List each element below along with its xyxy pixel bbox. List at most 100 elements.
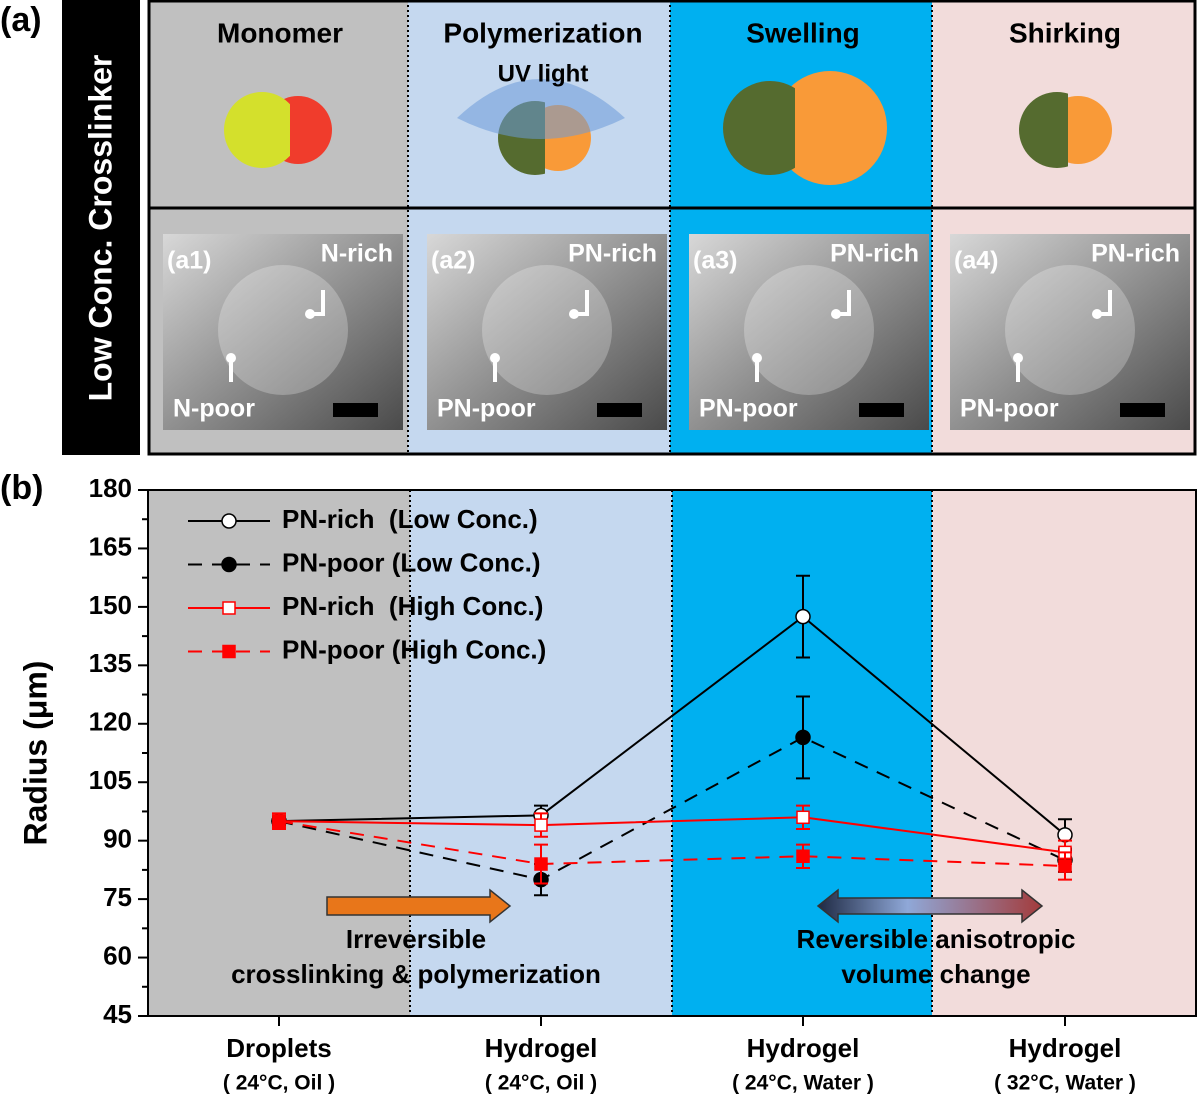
rich-dot	[831, 309, 841, 319]
x-tick-label: Hydrogel	[1009, 1033, 1122, 1063]
y-tick-label: 45	[103, 999, 132, 1029]
legend-marker	[221, 513, 237, 529]
legend-marker	[222, 601, 236, 615]
series-line	[278, 816, 1066, 854]
data-point	[796, 810, 810, 825]
x-tick-sublabel: ( 24°C, Water )	[732, 1072, 874, 1095]
legend-marker	[222, 644, 236, 659]
y-axis-label: Radius (μm)	[17, 661, 53, 846]
y-tick-label: 90	[103, 824, 132, 854]
poor-label: PN-poor	[960, 395, 1059, 423]
y-tick-label: 165	[89, 531, 132, 561]
poor-label: PN-poor	[437, 395, 536, 423]
micrograph-feature	[218, 265, 348, 395]
y-tick-label: 180	[89, 473, 132, 503]
uv-label: UV light	[498, 60, 589, 87]
annotation: Reversible anisotropic	[797, 924, 1076, 954]
micrograph-feature	[482, 265, 612, 395]
micrograph-feature	[744, 265, 874, 395]
micrograph-label: (a4)	[954, 247, 998, 275]
annotation: Irreversible	[346, 924, 486, 954]
rich-pointer	[313, 290, 325, 316]
x-tick-label: Droplets	[226, 1033, 331, 1063]
panel-label: (b)	[0, 469, 43, 507]
data-point	[795, 729, 811, 746]
row-label: Low Conc. Crosslinker	[82, 55, 118, 402]
arrow	[326, 888, 512, 924]
x-tick-sublabel: ( 24°C, Oil )	[485, 1072, 597, 1095]
x-tick-label: Hydrogel	[747, 1033, 860, 1063]
rich-pointer	[1100, 290, 1112, 316]
micrograph	[950, 234, 1190, 430]
y-tick-label: 150	[89, 590, 132, 620]
rich-dot	[305, 309, 315, 319]
row-label-box	[62, 0, 140, 455]
rich-label: PN-rich	[568, 240, 657, 268]
droplet-part	[1019, 92, 1068, 168]
data-point	[534, 818, 548, 832]
stage-band	[410, 490, 672, 1016]
rich-label: PN-rich	[830, 240, 919, 268]
x-tick-label: Hydrogel	[485, 1033, 598, 1063]
poor-dot	[1013, 353, 1023, 363]
annotation: crosslinking & polymerization	[231, 959, 601, 989]
micrograph-label: (a2)	[431, 247, 475, 275]
annotation: volume change	[841, 959, 1030, 989]
legend-label: PN-rich (Low Conc.)	[282, 504, 538, 534]
stage-title: Monomer	[217, 17, 343, 48]
scale-bar	[859, 403, 904, 417]
y-tick-label: 105	[89, 765, 132, 795]
poor-label: N-poor	[173, 395, 255, 423]
uv-beam	[457, 79, 625, 139]
poor-dot	[490, 353, 500, 363]
stage-title: Polymerization	[443, 17, 642, 48]
poor-dot	[226, 353, 236, 363]
data-point	[1058, 859, 1072, 873]
scale-bar	[333, 403, 378, 417]
legend-label: PN-poor (Low Conc.)	[282, 547, 541, 577]
droplet-part	[224, 92, 290, 168]
arrow	[816, 888, 1044, 924]
y-tick-label: 60	[103, 940, 132, 970]
micrograph-feature	[1005, 265, 1135, 395]
data-point	[795, 608, 811, 625]
data-point	[534, 857, 548, 871]
micrograph	[163, 234, 403, 430]
y-tick-label: 75	[103, 882, 132, 912]
micrograph	[427, 234, 667, 430]
y-tick-label: 120	[89, 707, 132, 737]
droplet-part	[723, 81, 795, 175]
legend-label: PN-rich (High Conc.)	[282, 591, 543, 621]
droplet-part	[773, 71, 887, 185]
rich-label: PN-rich	[1091, 240, 1180, 268]
micrograph-label: (a3)	[693, 247, 737, 275]
rich-pointer	[577, 290, 589, 316]
poor-label: PN-poor	[699, 395, 798, 423]
x-tick-sublabel: ( 32°C, Water )	[994, 1072, 1136, 1095]
data-point	[796, 849, 810, 864]
micrograph	[689, 234, 929, 430]
micrograph-label: (a1)	[167, 247, 211, 275]
stage-band	[932, 490, 1196, 1016]
x-tick-sublabel: ( 24°C, Oil )	[223, 1072, 335, 1095]
y-tick-label: 135	[89, 648, 132, 678]
rich-dot	[569, 309, 579, 319]
stage-title: Shirking	[1009, 17, 1121, 48]
rich-dot	[1092, 309, 1102, 319]
panel-a-frame	[147, 0, 1197, 456]
series-line	[278, 820, 1066, 867]
legend-marker	[221, 556, 237, 573]
stage-band	[148, 490, 410, 1016]
stage-title: Swelling	[746, 17, 860, 48]
rich-pointer	[839, 290, 851, 316]
series-line	[278, 615, 1066, 836]
data-point	[272, 814, 286, 828]
legend-label: PN-poor (High Conc.)	[282, 634, 546, 664]
scale-bar	[597, 403, 642, 417]
panel-label: (a)	[0, 1, 42, 39]
rich-label: N-rich	[321, 240, 393, 268]
series-line	[278, 736, 1066, 881]
scale-bar	[1120, 403, 1165, 417]
